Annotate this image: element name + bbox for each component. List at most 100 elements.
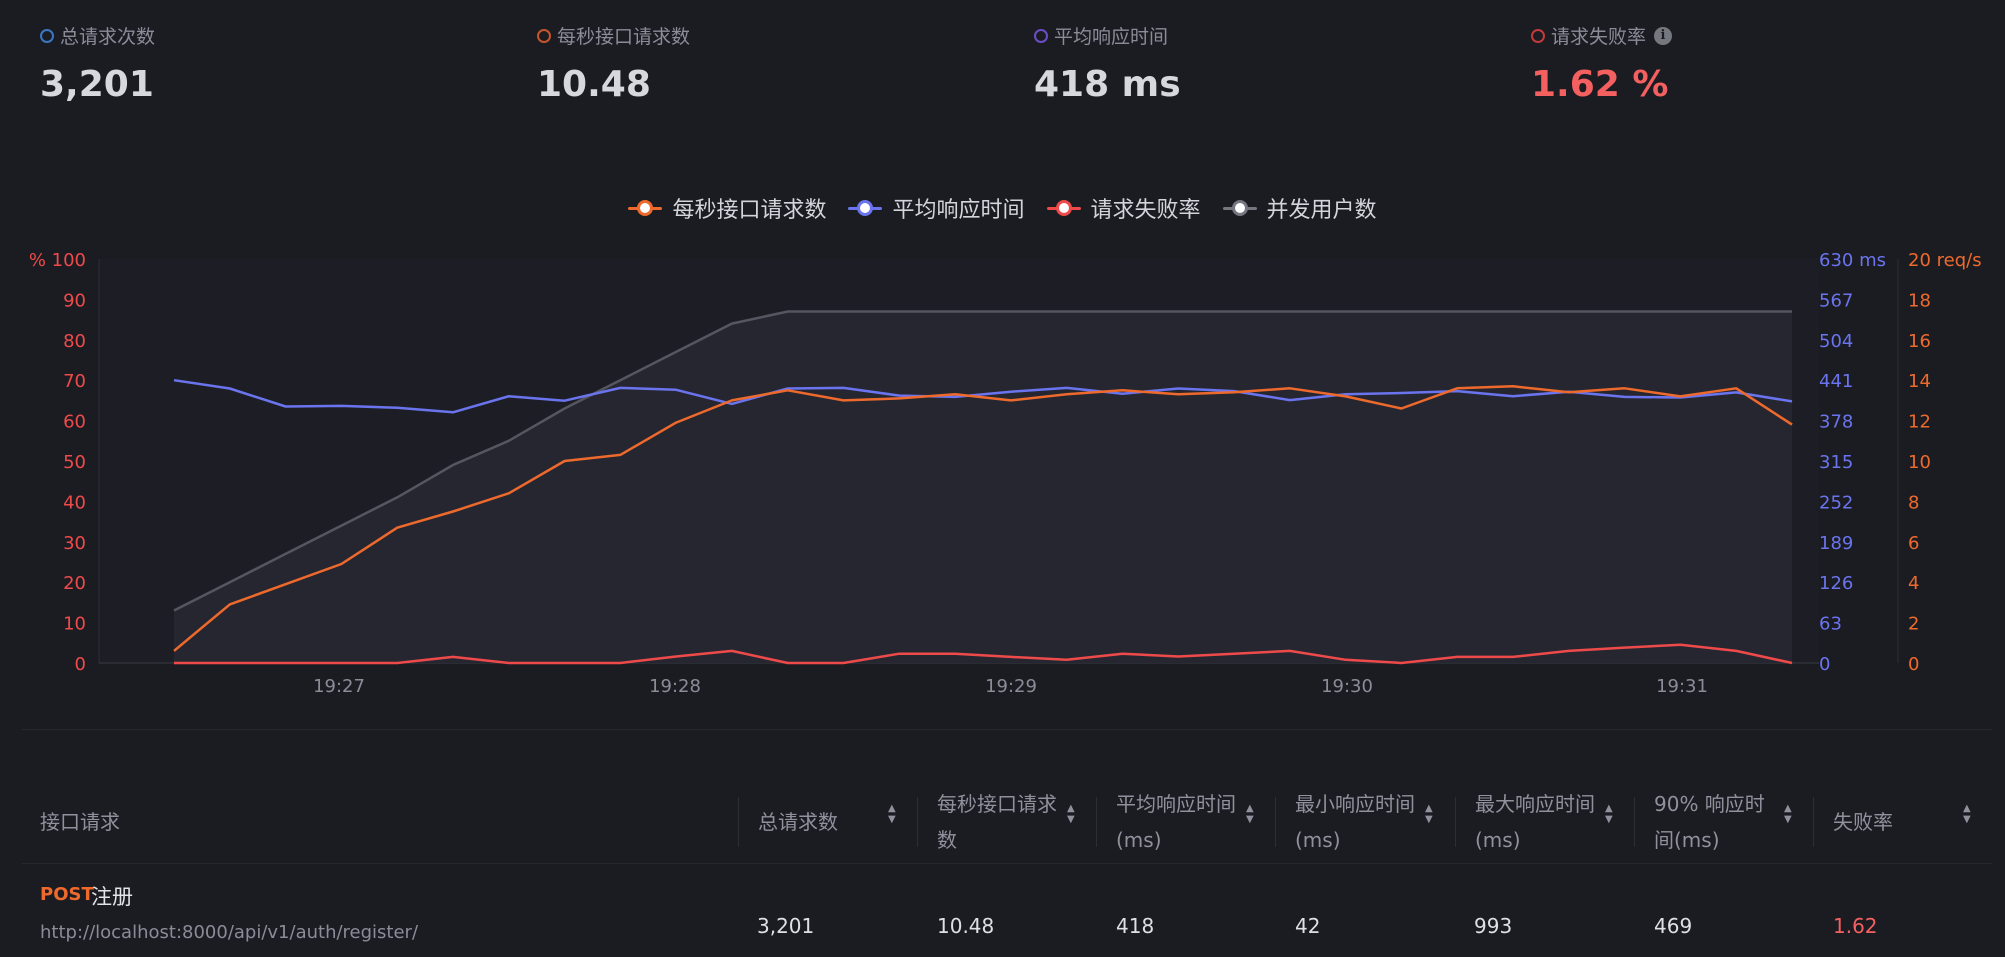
right-axis-tick-label: 18 [1908, 290, 1931, 311]
legend-label: 请求失败率 [1090, 198, 1201, 223]
legend-marker-icon [1222, 199, 1257, 217]
sort-icon[interactable]: ▲ ▼ [1246, 803, 1254, 825]
total-requests-dot-icon [40, 28, 54, 43]
mid-axis-tick-label: 567 [1819, 290, 1853, 311]
stat-value: 418 ms [1034, 64, 1181, 105]
legend-marker-icon [1046, 199, 1081, 217]
column-header-label: 每秒接口请求数 [937, 792, 1057, 852]
column-header-label: 最大响应时间(ms) [1475, 792, 1595, 852]
divider [22, 863, 1992, 864]
mid-axis-tick-label: 63 [1819, 614, 1842, 635]
mid-axis-tick-label: 378 [1819, 412, 1853, 433]
divider [22, 729, 1992, 730]
column-divider [1275, 797, 1276, 847]
cell-avg: 418 [1116, 914, 1155, 938]
left-axis-tick-label: 40 [63, 492, 86, 513]
left-axis-tick-label: 0 [75, 654, 86, 675]
sort-icon[interactable]: ▲ ▼ [888, 803, 896, 825]
rps-line [173, 385, 1793, 652]
legend-label: 并发用户数 [1266, 198, 1377, 223]
cell-total: 3,201 [757, 914, 815, 938]
column-header-label: 接口请求 [40, 810, 120, 834]
column-divider [1096, 797, 1097, 847]
sort-icon[interactable]: ▲ ▼ [1963, 803, 1971, 825]
cell-min: 42 [1295, 914, 1321, 938]
column-header-min[interactable]: 最小响应时间(ms) ▲ ▼ [1275, 780, 1435, 864]
cell-p90: 469 [1654, 914, 1693, 938]
stat-label: 每秒接口请求数 [557, 26, 691, 48]
info-icon[interactable]: i [1654, 26, 1673, 45]
mid-axis-tick-label: 315 [1819, 452, 1853, 473]
left-axis-tick-label: % 100 [29, 250, 86, 271]
column-header-max[interactable]: 最大响应时间(ms) ▲ ▼ [1455, 780, 1615, 864]
endpoint-url: http://localhost:8000/api/v1/auth/regist… [40, 922, 419, 943]
right-axis-tick-label: 6 [1908, 533, 1919, 554]
right-axis-tick-label: 20 req/s [1908, 250, 1982, 271]
column-header-label: 90% 响应时间(ms) [1654, 792, 1765, 852]
legend-item-response-time[interactable]: 平均响应时间 [848, 192, 1025, 224]
left-axis-tick-label: 90 [63, 290, 86, 311]
failure-dot-icon [1531, 28, 1545, 43]
endpoint-name: 注册 [91, 885, 133, 909]
mid-axis-tick-label: 189 [1819, 533, 1853, 554]
stat-label: 总请求次数 [60, 26, 156, 48]
mid-axis-tick-label: 126 [1819, 573, 1853, 594]
right-axis-tick-label: 16 [1908, 331, 1931, 352]
column-header-rps[interactable]: 每秒接口请求数 ▲ ▼ [917, 780, 1077, 864]
right-axis-tick-label: 2 [1908, 614, 1919, 635]
column-divider [1813, 797, 1814, 847]
column-header-label: 最小响应时间(ms) [1295, 792, 1415, 852]
stat-value: 1.62 % [1531, 64, 1669, 105]
cell-max: 993 [1474, 914, 1513, 938]
stat-value: 10.48 [537, 64, 651, 105]
column-divider [1634, 797, 1635, 847]
table-row[interactable]: POST 注册 http://localhost:8000/api/v1/aut… [0, 864, 2005, 957]
right-axis-tick-label: 12 [1908, 412, 1931, 433]
x-axis-tick-label: 19:31 [1656, 676, 1708, 697]
left-axis-tick-label: 10 [63, 614, 86, 635]
rps-dot-icon [537, 28, 551, 43]
right-axis-tick-label: 10 [1908, 452, 1931, 473]
legend-item-users[interactable]: 并发用户数 [1222, 192, 1377, 224]
column-divider [917, 797, 918, 847]
sort-icon[interactable]: ▲ ▼ [1784, 803, 1792, 825]
x-axis-tick-label: 19:28 [649, 676, 701, 697]
left-axis-tick-label: 60 [63, 412, 86, 433]
failure-rate-line [174, 643, 1793, 665]
cell-fail: 1.62 [1833, 914, 1878, 938]
stat-label: 平均响应时间 [1054, 26, 1169, 48]
x-axis-tick-label: 19:29 [985, 676, 1037, 697]
sort-icon[interactable]: ▲ ▼ [1605, 803, 1613, 825]
x-axis-tick-label: 19:30 [1321, 676, 1373, 697]
mid-axis-tick-label: 630 ms [1819, 250, 1886, 271]
users-line [173, 310, 1792, 612]
column-header-total[interactable]: 总请求数 ▲ ▼ [738, 780, 898, 864]
column-divider [738, 797, 739, 847]
left-axis-tick-label: 30 [63, 533, 86, 554]
column-header-avg[interactable]: 平均响应时间(ms) ▲ ▼ [1096, 780, 1256, 864]
cell-rps: 10.48 [937, 914, 995, 938]
right-axis-tick-label: 14 [1908, 371, 1931, 392]
column-header-p90[interactable]: 90% 响应时间(ms) ▲ ▼ [1634, 780, 1794, 864]
column-divider [1455, 797, 1456, 847]
left-axis-tick-label: 50 [63, 452, 86, 473]
http-method-badge: POST [40, 884, 94, 905]
mid-axis-tick-label: 252 [1819, 492, 1853, 513]
stat-value: 3,201 [40, 64, 154, 105]
users-area [174, 311, 1792, 663]
column-header-endpoint: 接口请求 [40, 780, 120, 864]
right-axis-tick-label: 0 [1908, 654, 1919, 675]
column-header-fail[interactable]: 失败率 ▲ ▼ [1813, 780, 1973, 864]
legend-label: 平均响应时间 [892, 198, 1025, 223]
table-header: 接口请求 总请求数 ▲ ▼ 每秒接口请求数 ▲ ▼ 平均响应时间(ms) ▲ ▼ 最小… [0, 780, 2005, 864]
column-header-label: 总请求数 [758, 810, 838, 834]
x-axis-tick-label: 19:27 [313, 676, 365, 697]
sort-icon[interactable]: ▲ ▼ [1067, 803, 1075, 825]
column-header-label: 失败率 [1833, 810, 1893, 834]
response-time-line [173, 378, 1793, 414]
sort-icon[interactable]: ▲ ▼ [1425, 803, 1433, 825]
chart-legend: 每秒接口请求数 平均响应时间 请求失败率 并发用户数 [0, 192, 2005, 224]
legend-item-rps[interactable]: 每秒接口请求数 [628, 192, 826, 224]
legend-item-failure-rate[interactable]: 请求失败率 [1046, 192, 1201, 224]
mid-axis-tick-label: 504 [1819, 331, 1853, 352]
